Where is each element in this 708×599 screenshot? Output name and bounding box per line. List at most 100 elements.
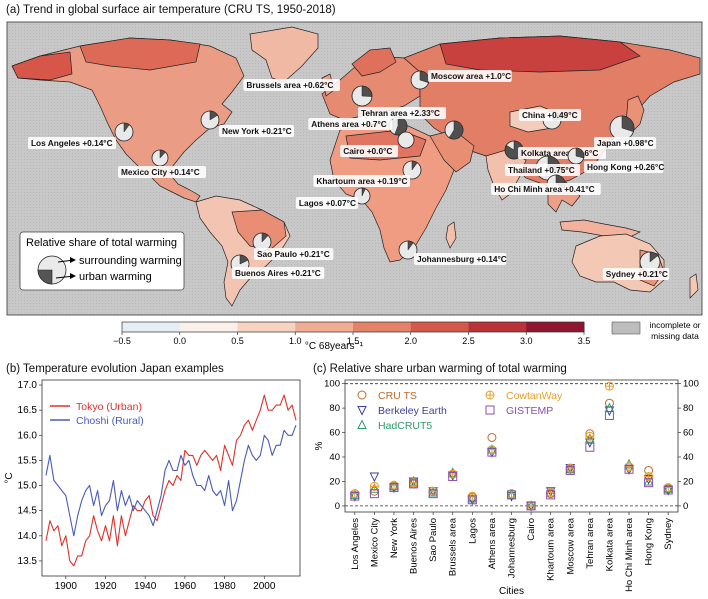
colorbar-segment	[295, 322, 354, 332]
city-label: Athens area +0.7°C	[311, 119, 387, 129]
colorbar-tick-label: 1.5	[347, 336, 360, 346]
city-label-background	[243, 79, 340, 91]
missing-data-label-line2: missing data	[651, 331, 699, 341]
timeseries-xtick-label: 1960	[174, 581, 197, 592]
city-label: Japan +0.98°C	[597, 138, 654, 148]
colorbar-tick-label: 3.5	[578, 336, 591, 346]
city-label: Ho Chi Minh area +0.41°C	[494, 184, 594, 194]
city-marker-brussels-3: Brussels area +0.62°C	[243, 79, 373, 107]
city-label-background	[414, 253, 507, 265]
timeseries-line-tokyo	[45, 394, 297, 567]
city-label-background	[308, 118, 392, 130]
world-map-panel: Relative share of total warming surround…	[6, 21, 703, 352]
city-label-background	[518, 109, 582, 121]
city-marker-sydney-19: Sydney +0.21°C	[602, 251, 670, 280]
city-label-background	[340, 145, 398, 157]
city-label-background	[602, 268, 670, 280]
colorbar-segment	[237, 322, 296, 332]
legend-surrounding-label: surrounding warming	[79, 255, 182, 267]
city-marker-sao-16: Sao Paulo +0.21°C	[252, 232, 334, 260]
city-marker-ho-14: Ho Chi Minh area +0.41°C	[491, 174, 601, 195]
city-pie-urban	[621, 115, 635, 133]
city-pie-urban	[123, 122, 130, 133]
timeseries-legend-label: Choshi (Rural)	[76, 415, 144, 427]
timeseries-ytick-label: 15.5	[18, 455, 38, 466]
city-pie-urban	[411, 160, 418, 171]
city-pie-urban	[209, 110, 218, 121]
city-label-background	[584, 161, 664, 173]
city-marker-lagos-15: Lagos +0.07°C	[295, 187, 371, 209]
city-label: New York +0.21°C	[222, 126, 292, 136]
city-pie-urban	[239, 254, 249, 265]
city-marker-khartoum-9: Khartoum area +0.19°C	[313, 160, 422, 187]
city-label-background	[27, 137, 116, 149]
colorbar-tick-label: 2.5	[462, 336, 475, 346]
timeseries-xtick-label: 1940	[134, 581, 157, 592]
colorbar-tick-label: 2.0	[404, 336, 417, 346]
timeseries-xtick-label: 2000	[253, 581, 276, 592]
city-label-background	[118, 166, 207, 178]
city-label-background	[254, 248, 334, 260]
colorbar: −0.5 0.0 0.5 1.0 1.5 2.0 2.5 3.0 3.5	[113, 321, 591, 346]
city-label-background	[594, 137, 657, 149]
timeseries-xtick-label: 1900	[55, 581, 78, 592]
timeseries-ytick-label: 14.0	[18, 531, 38, 542]
city-pie-urban	[649, 251, 659, 263]
city-marker-tehran-6: Tehran area +2.33°C	[357, 107, 464, 140]
city-label: Buenos Aires +0.21°C	[235, 268, 321, 278]
colorbar-tick-label: −0.5	[113, 336, 131, 346]
legend-arrowhead-urban	[70, 273, 76, 279]
colorbar-segment	[468, 322, 527, 332]
city-pie-urban	[575, 147, 585, 159]
share-title: (c) Relative share urban warming of tota…	[313, 363, 567, 375]
city-label-background	[219, 125, 295, 137]
city-label: Mexico City +0.14°C	[121, 167, 200, 177]
timeseries-xtick-label: 1920	[94, 581, 117, 592]
colorbar-tick-label: 0.5	[231, 336, 244, 346]
city-label: Tehran area +2.33°C	[361, 108, 440, 118]
city-marker-japan-11: Japan +0.98°C	[594, 115, 657, 149]
city-marker-johannesburg-18: Johannesburg +0.14°C	[398, 240, 507, 265]
colorbar-tick-label: 3.0	[520, 336, 533, 346]
city-pie-urban	[361, 85, 373, 97]
map-legend: Relative share of total warming surround…	[19, 231, 185, 291]
city-marker-china-10: China +0.49°C	[518, 109, 582, 130]
legend-urban-label: urban warming	[79, 271, 152, 283]
city-label-background	[313, 175, 410, 187]
city-label-background	[232, 267, 325, 279]
city-pie-urban	[361, 187, 366, 197]
city-pie-urban	[448, 120, 464, 140]
timeseries-title: (b) Temperature evolution Japan examples	[6, 363, 224, 375]
timeseries-ytick-label: 16.5	[18, 405, 38, 416]
city-label-background	[295, 197, 358, 209]
city-pie-urban	[407, 240, 414, 251]
city-label: Johannesburg +0.14°C	[417, 254, 507, 264]
siberia-region	[439, 35, 641, 73]
city-label-background	[491, 183, 601, 195]
colorbar-segment	[526, 322, 585, 332]
city-label: China +0.49°C	[522, 110, 578, 120]
colorbar-segment	[353, 322, 412, 332]
madagascar-landmass	[445, 221, 457, 249]
city-marker-athens-4: Athens area +0.7°C	[308, 116, 408, 136]
city-marker-los-0: Los Angeles +0.14°C	[27, 122, 134, 149]
city-label: Kolkata area +2.6°C	[521, 148, 598, 158]
city-label: Cairo +0.0°C	[343, 146, 392, 156]
missing-data-swatch	[611, 321, 641, 335]
colorbar-segment	[122, 322, 181, 332]
city-label: Los Angeles +0.14°C	[31, 138, 113, 148]
colorbar-segment	[410, 322, 469, 332]
city-label: Sao Paulo +0.21°C	[257, 249, 330, 259]
city-pie-urban	[261, 232, 269, 243]
timeseries-plot-area: 13.5 14.0 14.5 15.0 15.5 16.0 16.5 17.0 1900 1920…	[4, 379, 301, 592]
city-label: Moscow area +1.0°C	[431, 71, 511, 81]
city-pie-urban	[159, 149, 166, 159]
city-label: Lagos +0.07°C	[299, 198, 356, 208]
missing-data-label-line1: incomplete or	[649, 320, 700, 330]
timeseries-xtick-label: 1980	[213, 581, 236, 592]
city-marker-thailand-13: Thailand +0.75°C	[505, 155, 581, 181]
colorbar-segment	[179, 322, 238, 332]
colorbar-tick-label: 1.0	[289, 336, 302, 346]
city-label: Khartoum area +0.19°C	[316, 176, 407, 186]
